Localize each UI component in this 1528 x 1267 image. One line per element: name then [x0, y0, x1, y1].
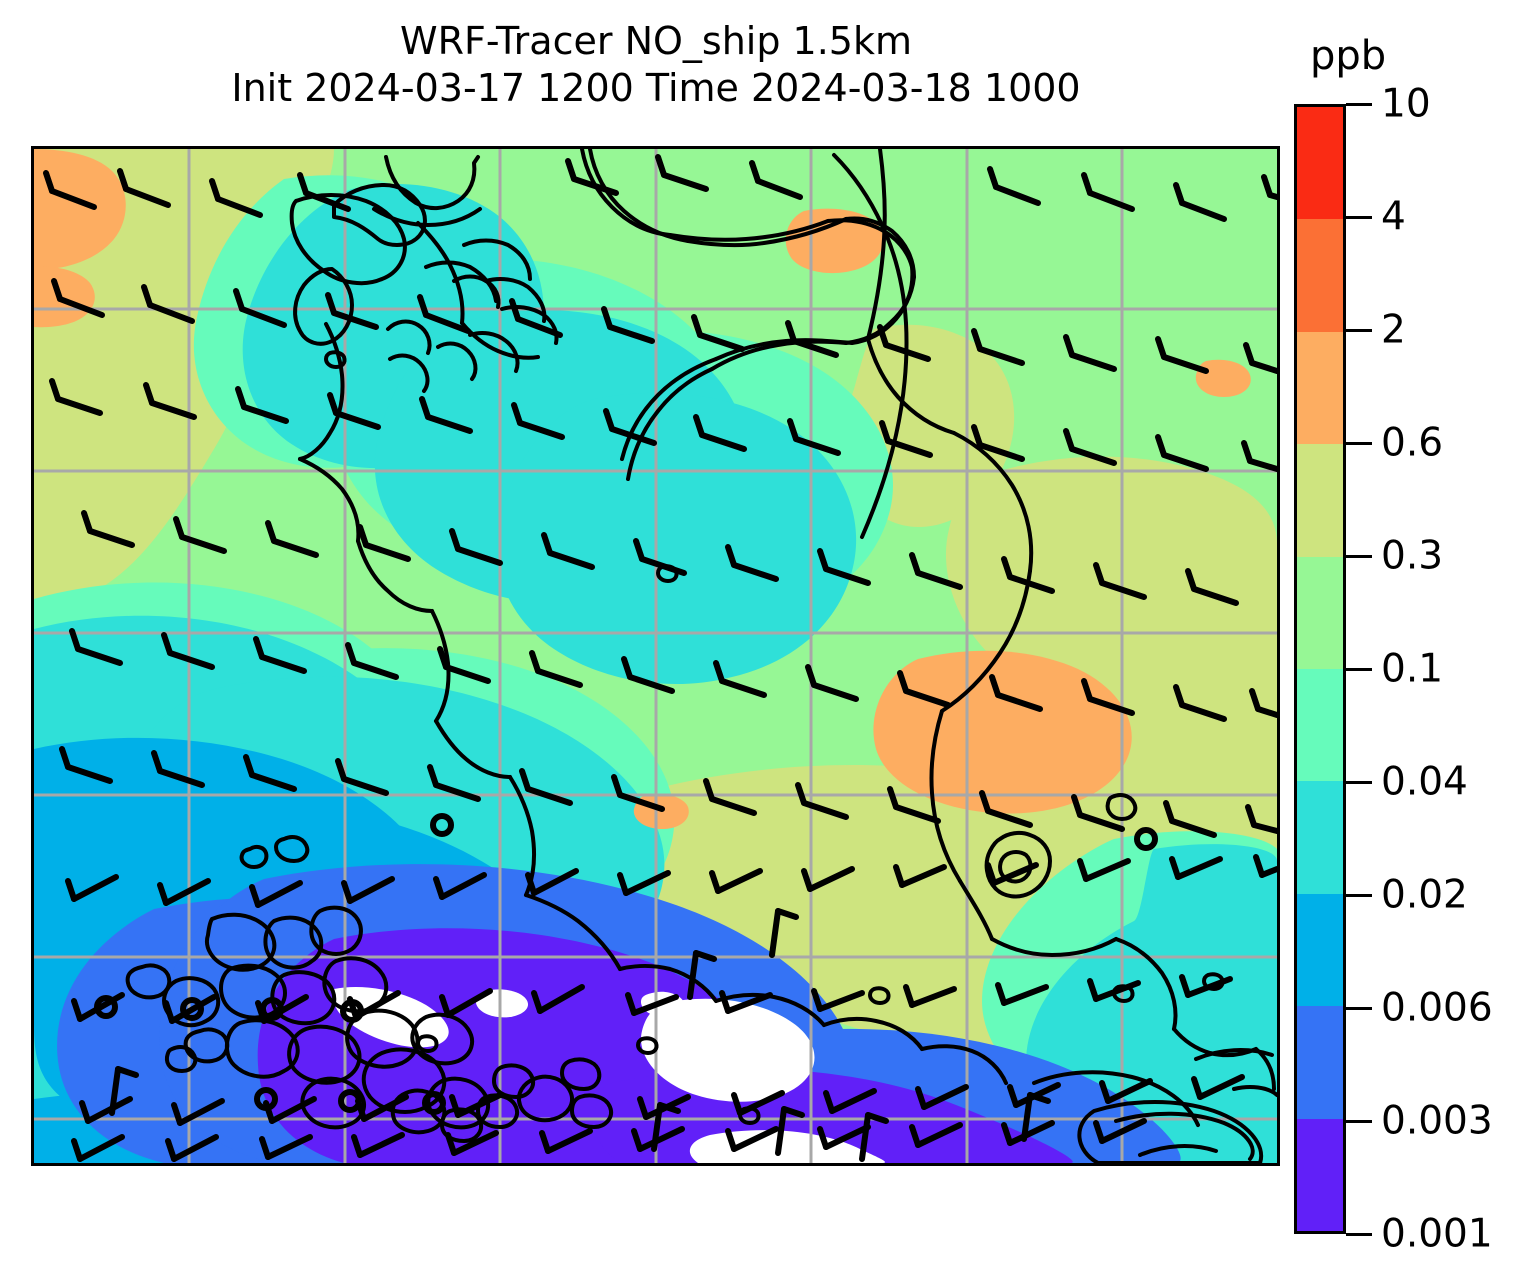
colorbar-band-1: [1297, 1006, 1343, 1119]
colorbar-tick-label-10: 10: [1381, 81, 1431, 127]
colorbar-tick-label-4: 4: [1381, 194, 1406, 240]
colorbar: [1294, 104, 1346, 1234]
colorbar-tick-0.3: [1346, 555, 1372, 558]
colorbar-band-7: [1297, 331, 1343, 445]
colorbar-band-3: [1297, 781, 1343, 894]
colorbar-tick-0.1: [1346, 668, 1372, 671]
colorbar-tick-label-0.006: 0.006: [1381, 985, 1493, 1031]
contour-map: [34, 149, 1277, 1163]
calm-wind-circles: [94, 813, 1158, 1115]
colorbar-tick-label-0.1: 0.1: [1381, 646, 1444, 692]
colorbar-band-5: [1297, 556, 1343, 669]
colorbar-tick-10: [1346, 103, 1372, 106]
contour-band-0.6: [34, 149, 1251, 829]
under-range-mask: [332, 986, 886, 1163]
wind-barbs: [43, 154, 1277, 1162]
colorbar-band-8: [1297, 219, 1343, 332]
colorbar-tick-0.6: [1346, 442, 1372, 445]
colorbar-units-label: ppb: [1310, 33, 1387, 79]
colorbar-band-4: [1297, 668, 1343, 782]
colorbar-tick-label-0.003: 0.003: [1381, 1098, 1493, 1144]
colorbar-bands: [1294, 104, 1346, 1234]
colorbar-band-9: [1297, 106, 1343, 220]
figure-title: WRF-Tracer NO_ship 1.5km Init 2024-03-17…: [31, 18, 1281, 112]
colorbar-tick-label-0.04: 0.04: [1381, 759, 1468, 805]
colorbar-tick-0.001: [1346, 1233, 1372, 1236]
gridlines-horizontal: [34, 307, 1277, 1121]
colorbar-tick-label-0.3: 0.3: [1381, 533, 1444, 579]
colorbar-tick-label-0.02: 0.02: [1381, 872, 1468, 918]
colorbar-tick-label-0.6: 0.6: [1381, 420, 1444, 466]
colorbar-band-2: [1297, 893, 1343, 1007]
colorbar-tick-0.02: [1346, 894, 1372, 897]
map-axes: [31, 146, 1280, 1166]
colorbar-tick-0.006: [1346, 1007, 1372, 1010]
colorbar-tick-0.003: [1346, 1120, 1372, 1123]
colorbar-band-6: [1297, 444, 1343, 557]
title-line-2: Init 2024-03-17 1200 Time 2024-03-18 100…: [231, 66, 1081, 110]
colorbar-tick-0.04: [1346, 781, 1372, 784]
colorbar-tick-label-2: 2: [1381, 307, 1406, 353]
colorbar-tick-2: [1346, 329, 1372, 332]
colorbar-tick-4: [1346, 216, 1372, 219]
colorbar-band-0: [1297, 1118, 1343, 1231]
title-line-1: WRF-Tracer NO_ship 1.5km: [400, 19, 912, 63]
colorbar-tick-label-0.001: 0.001: [1381, 1211, 1493, 1257]
